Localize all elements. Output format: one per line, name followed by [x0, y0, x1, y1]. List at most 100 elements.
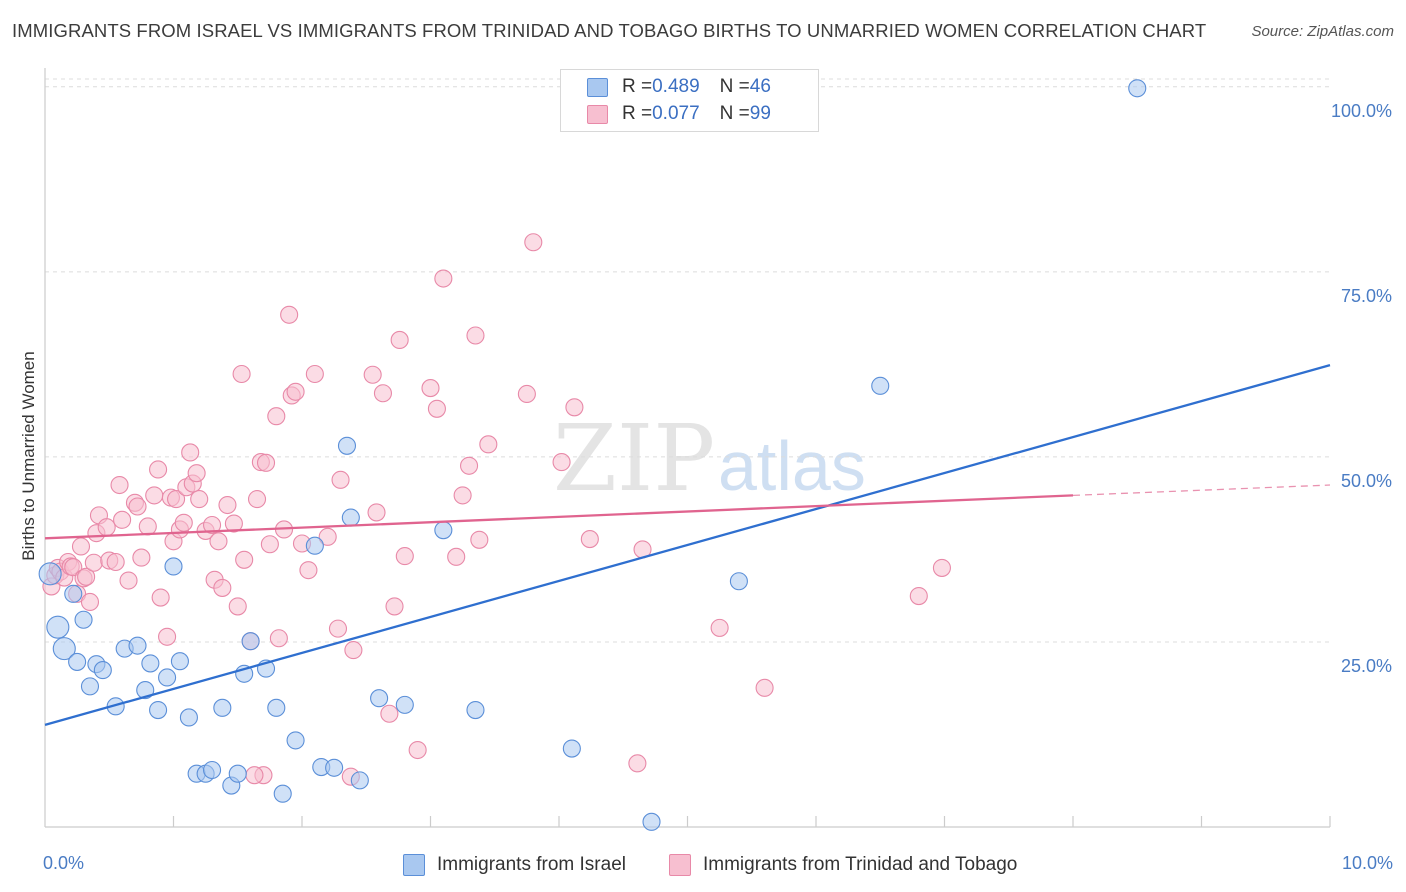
trinidad-point	[235, 550, 254, 569]
trinidad-point	[524, 233, 543, 252]
trinidad-point	[97, 518, 116, 537]
israel-point	[1128, 79, 1147, 98]
legend-israel-n-value: 46	[749, 76, 771, 97]
trinidad-point	[373, 384, 393, 403]
legend-trinidad-r-label: R =	[622, 103, 653, 124]
legend-trinidad-r-value: 0.077	[652, 103, 700, 124]
trinidad-point	[427, 399, 446, 418]
legend-israel-r-value: 0.489	[652, 76, 700, 97]
israel-trend-line	[44, 364, 1331, 726]
trinidad-point	[710, 618, 729, 637]
trinidad-point	[245, 766, 264, 785]
trinidad-point	[408, 740, 427, 760]
watermark: ZIP atlas	[553, 405, 866, 512]
israel-point	[74, 610, 93, 629]
israel-point	[562, 739, 581, 758]
israel-point	[395, 695, 414, 714]
trinidad-point	[158, 627, 177, 646]
bottom-trinidad-swatch	[669, 854, 691, 876]
trinidad-point	[280, 305, 299, 324]
trinidad-point	[224, 514, 243, 533]
trinidad-point	[151, 588, 170, 607]
israel-point	[642, 812, 661, 831]
source-credit: Source: ZipAtlas.com	[1251, 23, 1394, 40]
trinidad-point	[628, 754, 647, 773]
israel-point	[729, 572, 748, 591]
israel-point	[370, 689, 389, 708]
trinidad-point	[328, 619, 348, 638]
trinidad-point	[344, 641, 363, 660]
trend-lines	[44, 364, 1331, 726]
israel-point	[241, 632, 260, 651]
trinidad-point	[318, 527, 337, 546]
israel-swatch	[587, 77, 608, 97]
trinidad-point	[106, 552, 125, 572]
israel-point	[267, 698, 286, 717]
trinidad-point	[331, 470, 350, 489]
trinidad-point	[110, 475, 129, 495]
bottom-israel-swatch	[403, 854, 425, 876]
trinidad-point	[390, 330, 409, 350]
bottom-trinidad-label: Immigrants from Trinidad and Tobago	[703, 854, 1018, 875]
trinidad-point	[385, 597, 404, 616]
chart-title: IMMIGRANTS FROM ISRAEL VS IMMIGRANTS FRO…	[12, 20, 1207, 41]
israel-point	[170, 652, 189, 671]
x-tick-label-end: 10.0%	[1342, 853, 1393, 873]
trinidad-point	[434, 269, 453, 288]
trinidad-point	[64, 558, 83, 577]
tick-labels: 25.0% 50.0% 75.0% 100.0% 0.0% 10.0%	[43, 101, 1393, 873]
trinidad-point	[190, 490, 209, 509]
israel-point	[434, 521, 453, 540]
trinidad-point	[299, 561, 318, 580]
israel-point	[179, 708, 198, 727]
trinidad-point	[213, 578, 232, 597]
trinidad-point	[77, 567, 96, 586]
x-tick-label-start: 0.0%	[43, 853, 84, 873]
israel-point	[273, 784, 292, 803]
israel-point	[350, 771, 369, 790]
trinidad-point	[132, 548, 151, 567]
trinidad-point	[421, 379, 440, 398]
trinidad-point	[167, 490, 186, 509]
trinidad-point	[138, 517, 157, 536]
trinidad-point	[232, 364, 251, 384]
trinidad-point	[149, 460, 168, 479]
israel-point	[871, 376, 890, 395]
trinidad-point	[71, 537, 91, 556]
trinidad-point	[187, 464, 206, 483]
bottom-israel-label: Immigrants from Israel	[437, 854, 626, 875]
legend-israel-n-label: N =	[719, 76, 750, 97]
israel-point	[136, 681, 155, 700]
trinidad-point	[174, 513, 193, 532]
israel-point	[38, 562, 62, 586]
trinidad-point	[80, 592, 100, 612]
israel-point	[337, 436, 357, 455]
israel-point	[164, 557, 183, 576]
trinidad-point	[565, 398, 584, 417]
israel-point	[228, 764, 247, 783]
trinidad-point	[363, 365, 382, 384]
israel-point	[158, 668, 177, 687]
israel-point	[128, 636, 147, 655]
israel-point	[286, 731, 305, 750]
israel-point	[149, 700, 168, 720]
israel-point	[80, 677, 100, 696]
israel-point	[203, 760, 222, 780]
trinidad-point	[517, 384, 536, 404]
trinidad-point	[203, 515, 222, 535]
watermark-atlas: atlas	[718, 427, 866, 505]
trinidad-point	[395, 547, 414, 566]
legend-israel-r-label: R =	[622, 76, 653, 97]
legend-row-trinidad: R = 0.077 N = 99	[587, 102, 771, 126]
y-tick-label: 50.0%	[1341, 471, 1392, 491]
bottom-legend-israel: Immigrants from Israel	[403, 852, 626, 878]
legend-trinidad-n-value: 99	[749, 103, 771, 124]
trinidad-point	[459, 456, 479, 475]
israel-point	[466, 700, 485, 720]
trinidad-point	[286, 382, 305, 401]
trinidad-point	[84, 553, 103, 572]
trinidad-point	[113, 510, 132, 529]
trinidad-point	[932, 558, 951, 577]
trinidad-point	[181, 443, 200, 462]
